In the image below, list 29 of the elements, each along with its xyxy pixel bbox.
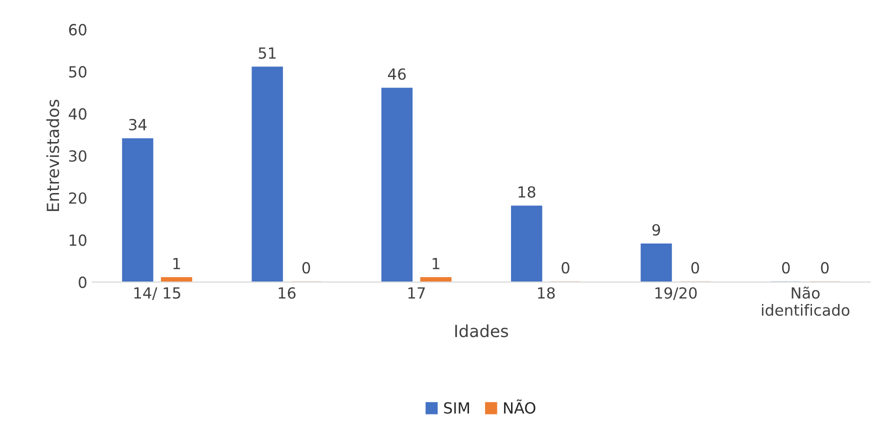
y-tick-label: 60 [69,24,86,36]
y-tick-label: 30 [69,150,86,162]
data-label: 46 [388,68,406,80]
data-label: 0 [302,262,310,274]
y-tick-label: 50 [69,66,86,78]
data-label: 1 [432,258,440,270]
x-tick-label: 17 [408,287,425,299]
data-label: 0 [691,262,700,274]
data-label: 1 [173,258,180,270]
x-tick-label: 18 [538,287,555,299]
data-label: 9 [652,224,660,236]
data-label: 0 [782,262,790,274]
data-label: 34 [129,118,147,130]
legend-label: SIM [444,402,469,414]
y-tick-label: 10 [70,234,86,246]
x-tick-label: 16 [278,287,296,299]
legend-label: NÃO [504,399,536,414]
data-label: 18 [518,186,536,198]
y-tick-label: 0 [78,276,86,288]
x-tick-label: Não identificado [762,286,850,316]
data-label: 51 [258,47,276,59]
x-tick-label: 14/ 15 [134,287,180,300]
x-axis-title: Idades [455,324,508,338]
x-tick-label: 19/20 [655,287,697,300]
y-axis-title: Entrevistados [46,100,60,212]
y-tick-label: 40 [68,108,86,120]
data-label: 0 [562,262,570,274]
data-label: 0 [820,262,829,274]
y-tick-label: 20 [69,192,86,204]
